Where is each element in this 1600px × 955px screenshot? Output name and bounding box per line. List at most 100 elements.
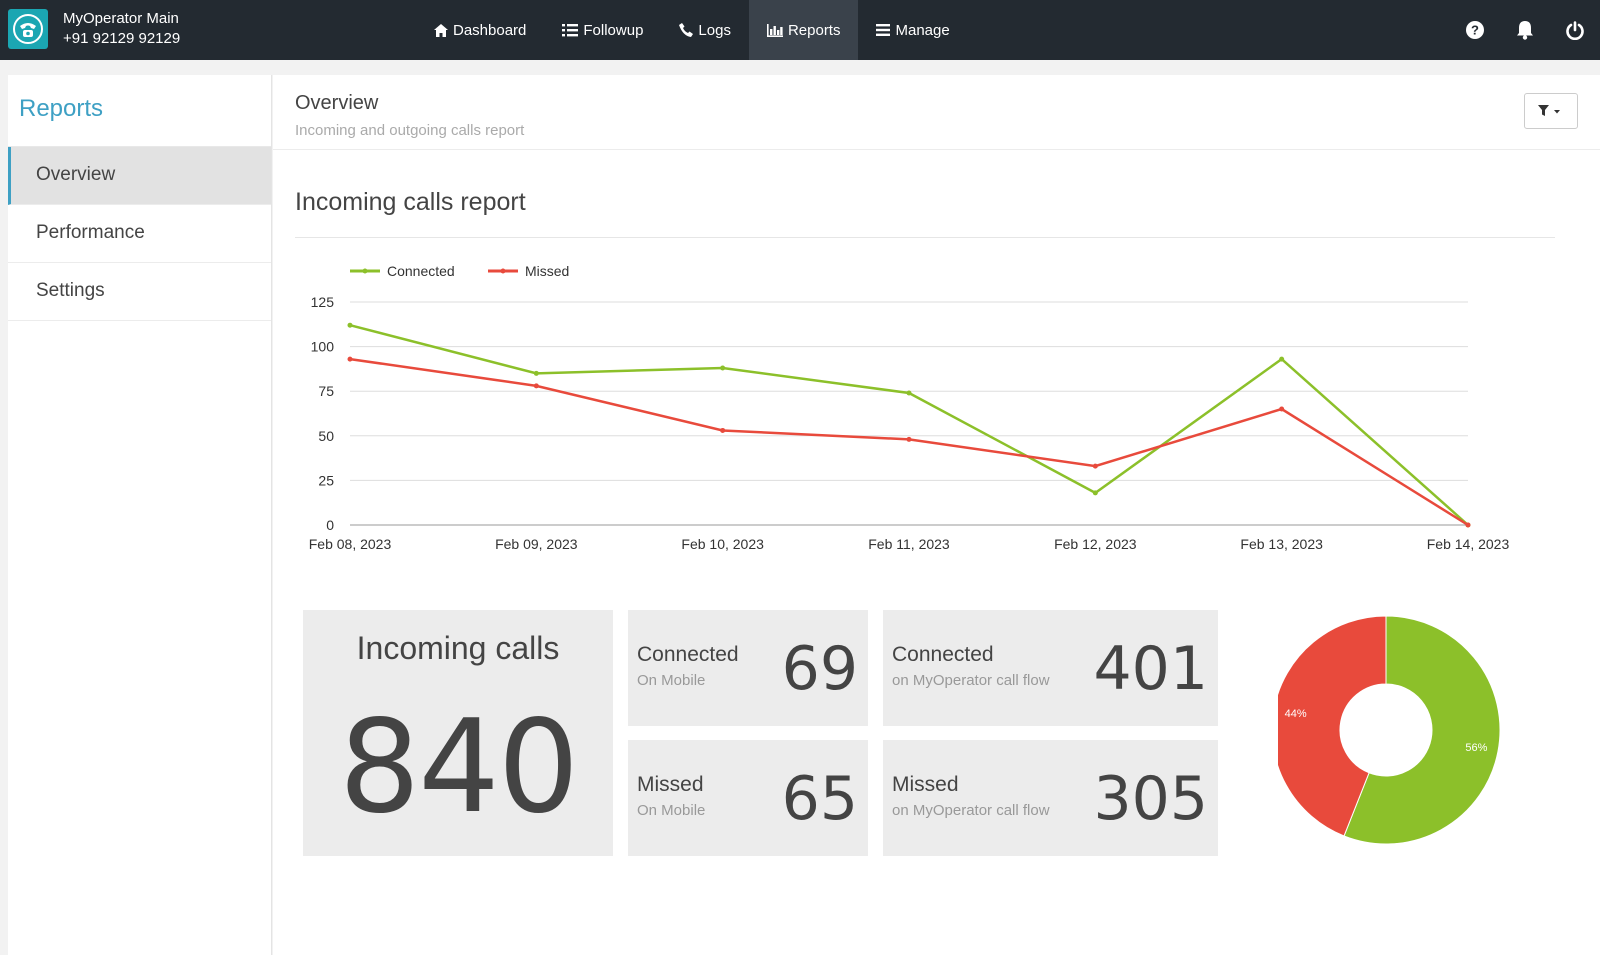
connected-flow-value: 401 xyxy=(1093,634,1208,704)
myoperator-logo[interactable] xyxy=(8,9,48,49)
help-icon: ? xyxy=(1466,21,1484,39)
data-point-missed[interactable] xyxy=(1279,406,1285,412)
x-tick-label: Feb 08, 2023 xyxy=(309,536,392,552)
incoming-calls-card: Incoming calls 840 xyxy=(303,610,613,856)
section-divider xyxy=(295,237,1555,238)
series-line-missed xyxy=(349,357,1469,527)
top-icon-group: ? xyxy=(1450,0,1600,60)
sidebar-item-performance[interactable]: Performance xyxy=(8,205,271,263)
data-point-connected[interactable] xyxy=(720,365,726,371)
account-phone: +91 92129 92129 xyxy=(63,30,181,47)
svg-text:?: ? xyxy=(1471,23,1479,38)
data-point-connected[interactable] xyxy=(906,390,912,396)
data-point-connected[interactable] xyxy=(1092,490,1098,496)
y-tick-label: 125 xyxy=(311,294,335,310)
data-point-missed[interactable] xyxy=(1465,522,1471,528)
missed-mobile-card: Missed On Mobile 65 xyxy=(628,740,868,856)
power-icon xyxy=(1566,20,1584,40)
donut-slice[interactable] xyxy=(1343,615,1501,845)
donut-slice[interactable] xyxy=(1278,615,1387,837)
data-point-connected[interactable] xyxy=(533,370,539,376)
nav-logs[interactable]: Logs xyxy=(661,0,749,60)
connected-flow-label: Connected xyxy=(892,643,994,666)
incoming-calls-total: 840 xyxy=(338,693,579,842)
help-button[interactable]: ? xyxy=(1450,0,1500,60)
connected-mobile-value: 69 xyxy=(781,634,858,704)
nav-manage[interactable]: Manage xyxy=(858,0,967,60)
y-tick-label: 75 xyxy=(318,383,334,399)
phone-icon xyxy=(679,23,694,37)
missed-mobile-sub: On Mobile xyxy=(637,802,706,819)
nav-manage-label: Manage xyxy=(895,21,950,39)
data-point-connected[interactable] xyxy=(1279,356,1285,362)
incoming-calls-title: Incoming calls xyxy=(356,630,560,666)
legend-label: Missed xyxy=(525,263,569,279)
notifications-button[interactable] xyxy=(1500,0,1550,60)
data-point-missed[interactable] xyxy=(906,436,912,442)
bar-chart-icon xyxy=(766,23,783,37)
nav-logs-label: Logs xyxy=(698,21,731,39)
sidebar-item-settings[interactable]: Settings xyxy=(8,263,271,321)
x-tick-label: Feb 10, 2023 xyxy=(681,536,764,552)
top-navbar: MyOperator Main +91 92129 92129 Dashboar… xyxy=(0,0,1600,60)
section-title: Incoming calls report xyxy=(295,188,526,216)
x-tick-label: Feb 09, 2023 xyxy=(495,536,578,552)
filter-button[interactable] xyxy=(1524,93,1578,129)
donut-slice-label: 56% xyxy=(1465,742,1487,754)
incoming-calls-line-chart: 0 25 50 75 100 125 Feb 08, 2023 Feb 09, 2023 Feb… xyxy=(309,263,1510,552)
page-header: Overview Incoming and outgoing calls rep… xyxy=(273,75,1600,150)
missed-mobile-label: Missed xyxy=(637,773,704,796)
nav-dashboard[interactable]: Dashboard xyxy=(416,0,544,60)
y-tick-label: 0 xyxy=(326,517,334,533)
legend-item-connected[interactable]: Connected xyxy=(350,263,455,279)
incoming-calls-donut-chart: 56% 44% xyxy=(1278,615,1501,845)
data-point-missed[interactable] xyxy=(347,356,353,362)
series-line-connected xyxy=(349,323,1469,526)
telephone-icon xyxy=(13,14,43,44)
filter-icon xyxy=(1538,105,1560,116)
missed-flow-label: Missed xyxy=(892,773,959,796)
data-point-connected[interactable] xyxy=(347,322,353,328)
missed-flow-card: Missed on MyOperator call flow 305 xyxy=(883,740,1218,856)
legend-swatch-dot xyxy=(362,268,368,274)
main-content: Overview Incoming and outgoing calls rep… xyxy=(273,75,1600,955)
page-title: Overview xyxy=(295,92,379,114)
data-point-missed[interactable] xyxy=(1092,463,1098,469)
nav-reports-label: Reports xyxy=(787,21,841,39)
missed-flow-value: 305 xyxy=(1093,764,1208,834)
x-tick-label: Feb 11, 2023 xyxy=(868,536,950,552)
main-nav: Dashboard Followup Logs Reports Manage xyxy=(416,0,968,60)
connected-mobile-card: Connected On Mobile 69 xyxy=(628,610,868,726)
missed-mobile-value: 65 xyxy=(781,764,858,834)
connected-mobile-label: Connected xyxy=(637,643,739,666)
list-icon xyxy=(562,23,579,36)
x-tick-label: Feb 14, 2023 xyxy=(1427,536,1510,552)
missed-flow-sub: on MyOperator call flow xyxy=(892,802,1050,819)
sidebar-item-overview[interactable]: Overview xyxy=(8,147,271,205)
bell-icon xyxy=(1517,21,1533,40)
x-tick-label: Feb 13, 2023 xyxy=(1240,536,1323,552)
caret-down-icon xyxy=(1554,110,1560,114)
sidebar: Reports Overview Performance Settings xyxy=(8,75,272,955)
menu-icon xyxy=(876,24,891,36)
connected-flow-sub: on MyOperator call flow xyxy=(892,672,1050,689)
page-subtitle: Incoming and outgoing calls report xyxy=(295,122,525,139)
y-tick-label: 25 xyxy=(318,472,334,488)
account-name: MyOperator Main xyxy=(63,10,179,27)
logout-button[interactable] xyxy=(1550,0,1600,60)
nav-followup[interactable]: Followup xyxy=(544,0,661,60)
legend-swatch-dot xyxy=(500,268,506,274)
connected-flow-card: Connected on MyOperator call flow 401 xyxy=(883,610,1218,726)
legend-label: Connected xyxy=(387,263,455,279)
legend-item-missed[interactable]: Missed xyxy=(488,263,569,279)
data-point-missed[interactable] xyxy=(720,427,726,433)
nav-followup-label: Followup xyxy=(583,21,644,39)
sidebar-title: Reports xyxy=(8,75,271,147)
connected-mobile-sub: On Mobile xyxy=(637,672,706,689)
y-tick-label: 50 xyxy=(318,428,334,444)
account-info[interactable]: MyOperator Main +91 92129 92129 xyxy=(63,9,180,49)
y-tick-label: 100 xyxy=(311,339,335,355)
nav-reports[interactable]: Reports xyxy=(748,0,859,60)
data-point-missed[interactable] xyxy=(533,383,539,389)
x-tick-label: Feb 12, 2023 xyxy=(1054,536,1137,552)
